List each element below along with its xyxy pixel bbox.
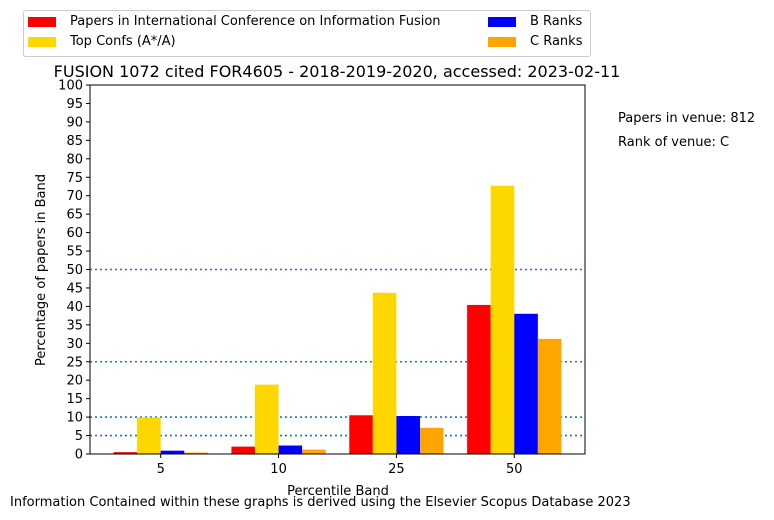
y-axis-label: Percentage of papers in Band xyxy=(34,174,49,366)
y-tick-label: 90 xyxy=(66,115,83,130)
x-tick-label: 25 xyxy=(388,462,405,477)
y-tick-label: 15 xyxy=(66,392,83,407)
y-tick-label: 80 xyxy=(66,152,83,167)
chart-title: FUSION 1072 cited FOR4605 - 2018-2019-20… xyxy=(54,62,621,81)
legend-swatch-b-ranks xyxy=(488,17,516,27)
y-tick-label: 45 xyxy=(66,281,83,296)
y-tick-label: 65 xyxy=(66,208,83,223)
y-tick-label: 5 xyxy=(75,429,83,444)
bar xyxy=(113,452,138,454)
legend: Papers in International Conference on In… xyxy=(23,10,591,57)
y-axis: 0 5 10 15 20 25 30 35 40 45 50 55 60 65 70 75 80 85 90 95 10… xyxy=(58,79,90,463)
bar xyxy=(514,313,538,454)
x-tick-label: 10 xyxy=(270,462,287,477)
bar xyxy=(184,452,208,454)
rank-of-venue-text: Rank of venue: C xyxy=(618,135,730,150)
legend-label-venue: Papers in International Conference on In… xyxy=(70,14,441,29)
y-tick-label: 30 xyxy=(66,337,83,352)
bar xyxy=(137,417,161,454)
y-tick-label: 85 xyxy=(66,134,83,149)
bar xyxy=(231,446,255,454)
legend-swatch-venue xyxy=(28,17,56,27)
bar xyxy=(160,450,185,454)
y-tick-label: 10 xyxy=(66,411,83,426)
bar xyxy=(372,292,397,454)
x-axis: 5 10 25 50 xyxy=(157,454,523,477)
bars xyxy=(113,185,562,454)
bar xyxy=(396,415,420,454)
y-tick-label: 35 xyxy=(66,318,83,333)
bar xyxy=(490,185,515,454)
bar xyxy=(278,445,303,454)
x-axis-label: Percentile Band xyxy=(287,484,389,499)
x-tick-label: 50 xyxy=(506,462,523,477)
legend-label-b-ranks: B Ranks xyxy=(530,14,583,29)
footer-source-note: Information Contained within these graph… xyxy=(10,495,631,510)
papers-in-venue-text: Papers in venue: 812 xyxy=(618,111,756,126)
y-tick-label: 50 xyxy=(66,263,83,278)
y-tick-label: 70 xyxy=(66,189,83,204)
y-tick-label: 100 xyxy=(58,79,83,94)
y-tick-label: 75 xyxy=(66,171,83,186)
legend-swatch-c-ranks xyxy=(488,37,516,47)
y-tick-label: 0 xyxy=(75,448,83,463)
y-tick-label: 55 xyxy=(66,245,83,260)
x-tick-label: 5 xyxy=(157,462,165,477)
y-tick-label: 95 xyxy=(66,97,83,112)
y-tick-label: 40 xyxy=(66,300,83,315)
legend-label-top-confs: Top Confs (A*/A) xyxy=(70,34,176,49)
y-tick-label: 60 xyxy=(66,226,83,241)
y-tick-label: 20 xyxy=(66,374,83,389)
bar xyxy=(349,415,373,454)
y-tick-label: 25 xyxy=(66,355,83,370)
bar xyxy=(467,304,491,454)
bar xyxy=(420,427,444,454)
legend-swatch-top-confs xyxy=(28,37,56,47)
bar xyxy=(537,338,562,454)
legend-label-c-ranks: C Ranks xyxy=(530,34,583,49)
bar xyxy=(302,449,326,454)
bar xyxy=(255,384,279,454)
